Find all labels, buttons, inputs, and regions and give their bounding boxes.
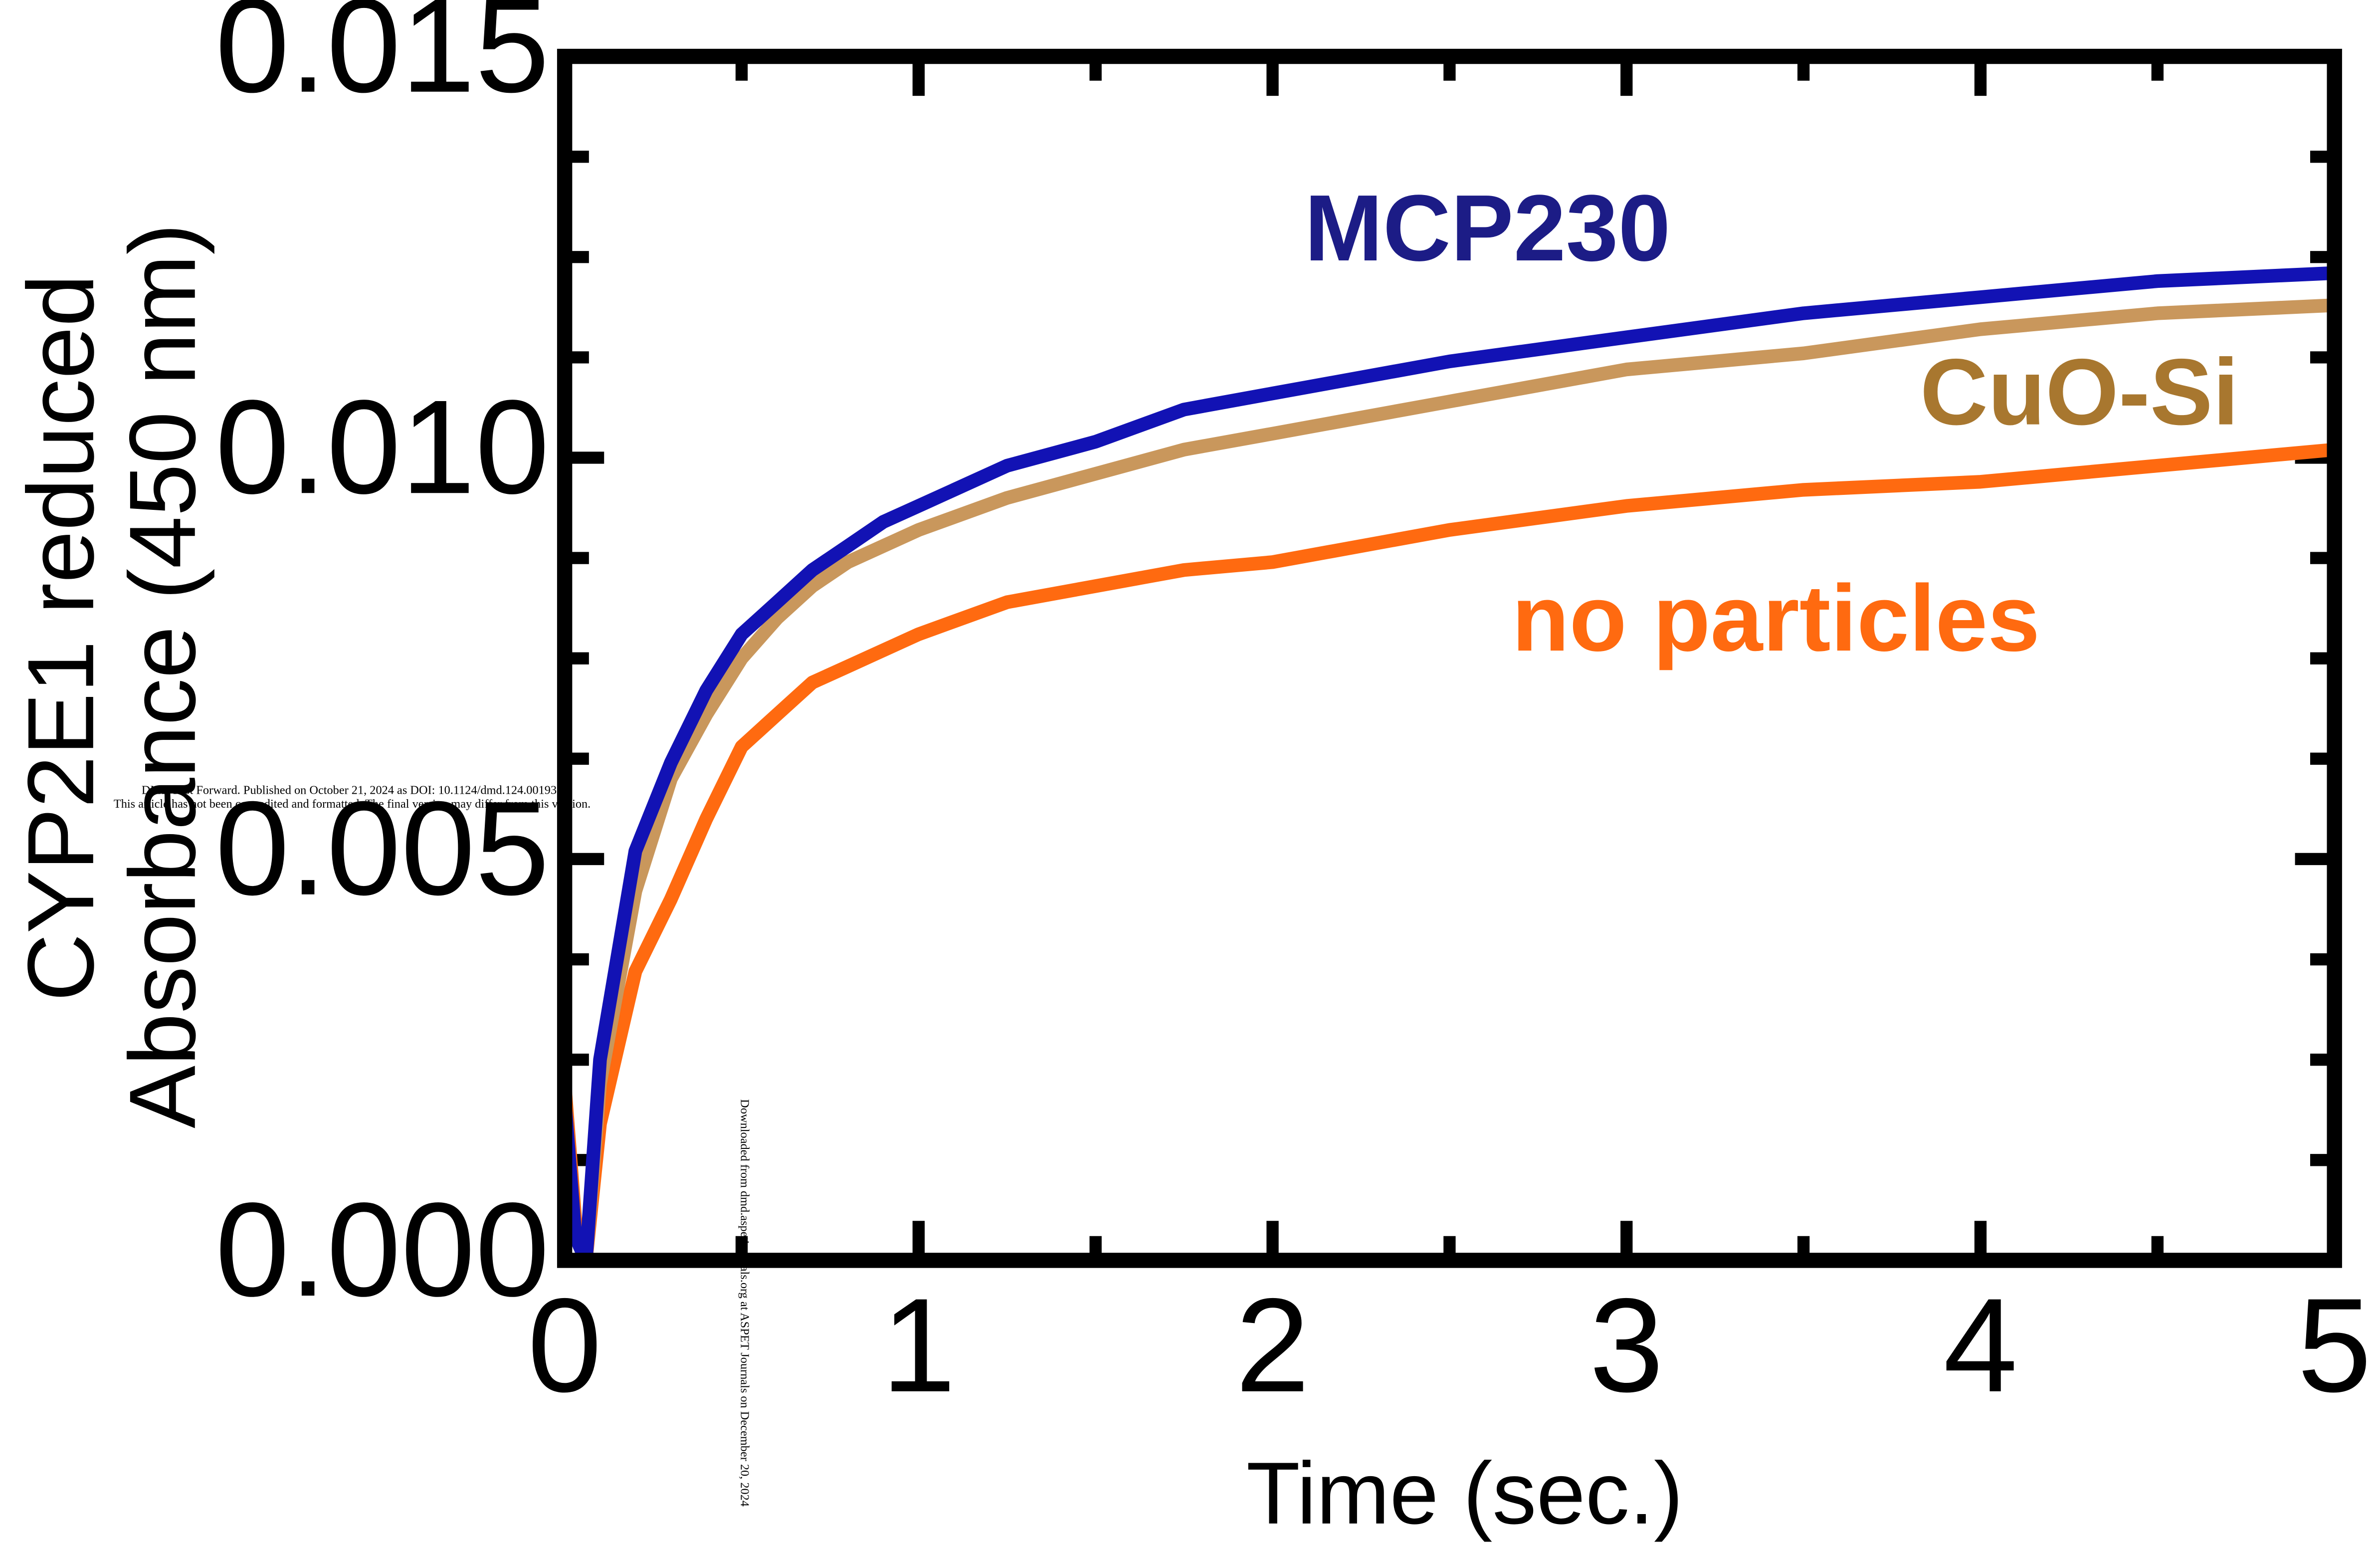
x-tick-label: 1 (881, 1271, 956, 1420)
data-line (558, 266, 2335, 1268)
x-tick-label: 4 (1944, 1271, 2018, 1420)
y-tick-label: 0.015 (215, 0, 550, 120)
x-tick-label: 0 (528, 1271, 602, 1420)
data-line (558, 442, 2335, 1268)
series-label: CuO-Si (1920, 339, 2239, 444)
plot-frame (557, 48, 2342, 1268)
y-axis-title: CYP2E1 reduced (8, 274, 113, 1002)
x-axis-title: Time (sec.) (1246, 1444, 1683, 1543)
y-tick-label: 0.010 (215, 372, 550, 521)
y-axis-title: Absorbance (450 nm) (110, 223, 215, 1128)
watermark: DMD Fast Forward. Published on October 2… (142, 784, 563, 797)
y-tick-label: 0.005 (215, 774, 550, 923)
x-tick-label: 3 (1589, 1271, 1664, 1420)
data-line (558, 298, 2335, 1268)
series-label: MCP230 (1304, 175, 1670, 280)
watermark: This article has not been copyedited and… (114, 797, 591, 811)
watermark: Downloaded from dmd.aspetjournals.org at… (738, 1099, 752, 1507)
x-tick-label: 2 (1235, 1271, 1310, 1420)
series-label: no particles (1512, 565, 2040, 670)
x-tick-label: 5 (2297, 1271, 2372, 1420)
y-tick-label: 0.000 (215, 1175, 550, 1324)
